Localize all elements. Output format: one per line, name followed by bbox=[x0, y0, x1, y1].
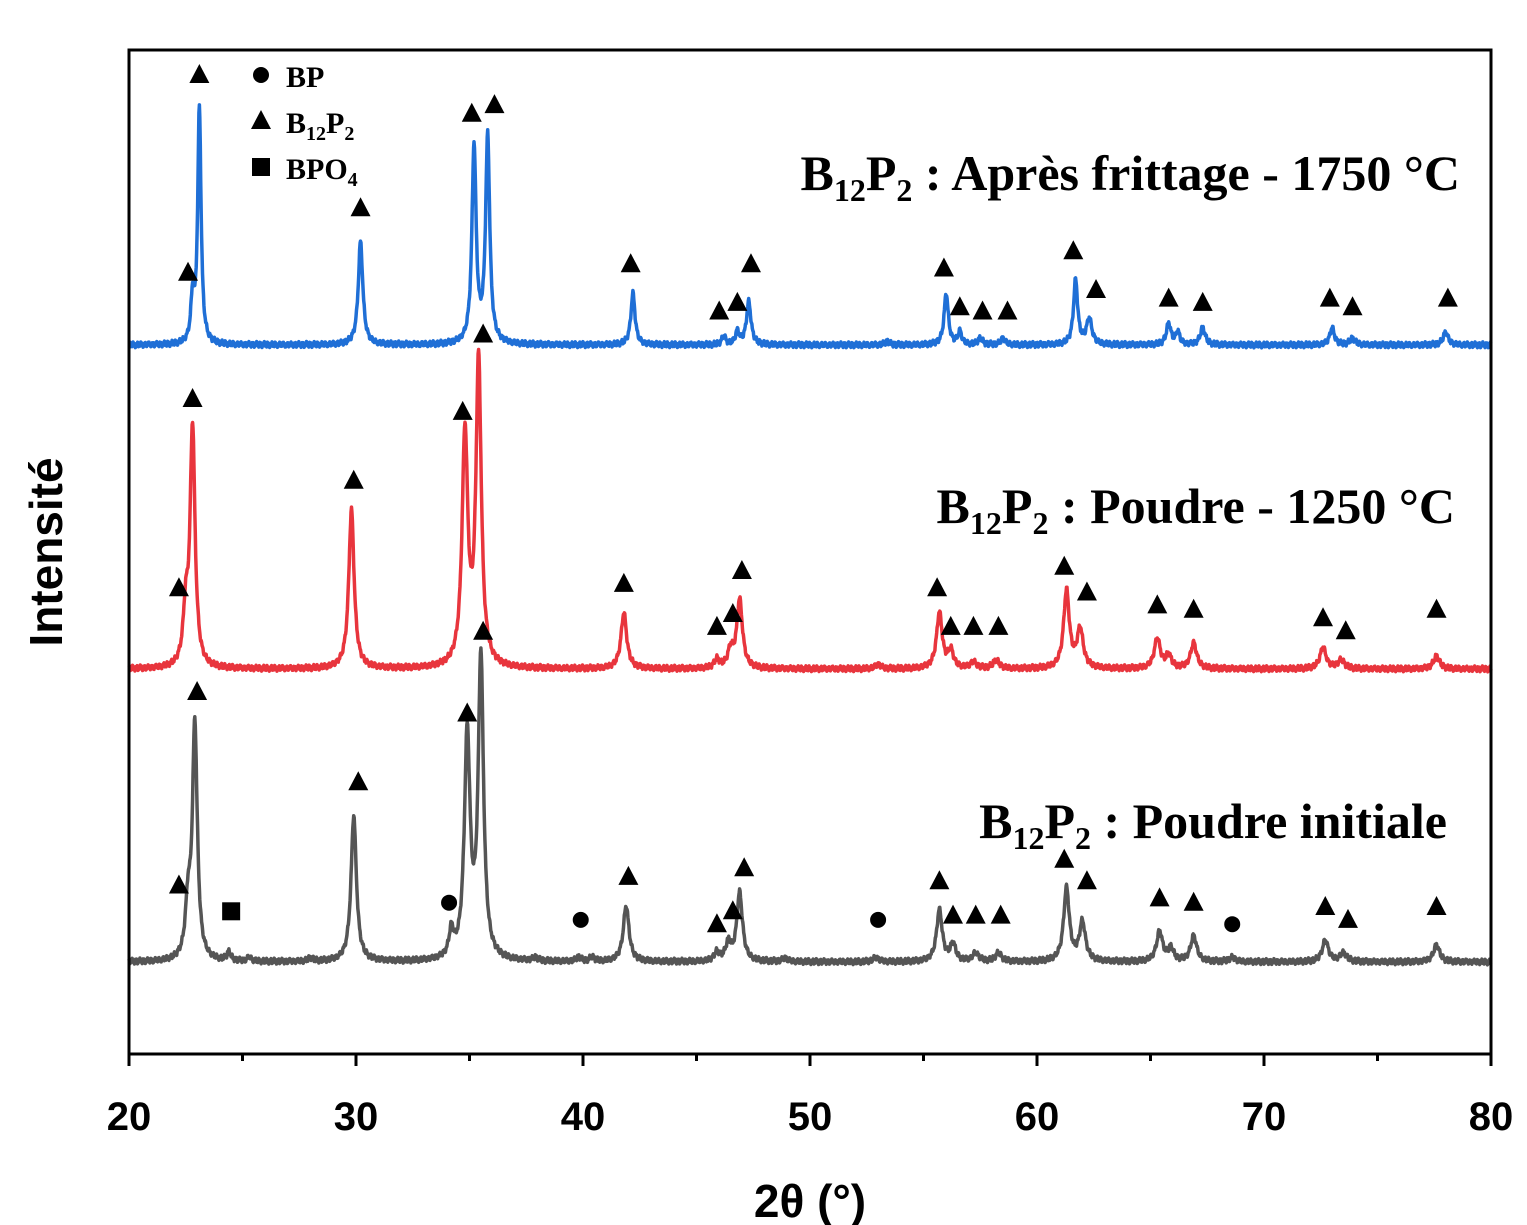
phase-marker-triangle-s1 bbox=[740, 253, 761, 273]
phase-marker-triangle-s1 bbox=[484, 94, 505, 114]
marker-layer bbox=[168, 64, 1458, 933]
x-tick-label: 40 bbox=[561, 1095, 606, 1139]
phase-marker-triangle-s3 bbox=[1054, 848, 1075, 868]
series-labels: B12P2 : Après frittage - 1750 °C B12P2 : … bbox=[800, 145, 1460, 856]
phase-marker-triangle-s3 bbox=[706, 913, 727, 933]
x-axis-title: 2θ (°) bbox=[754, 1175, 866, 1225]
phase-marker-triangle-s3 bbox=[348, 771, 369, 791]
phase-marker-triangle-s1 bbox=[972, 300, 993, 320]
phase-marker-triangle-s2 bbox=[452, 400, 473, 420]
x-tick-label: 80 bbox=[1469, 1095, 1514, 1139]
legend-label: BPO4 bbox=[286, 153, 358, 191]
x-tick-label: 60 bbox=[1015, 1095, 1060, 1139]
phase-marker-triangle-s2 bbox=[473, 323, 494, 343]
phase-marker-circle-s3 bbox=[1224, 916, 1241, 933]
phase-marker-triangle-s1 bbox=[1086, 279, 1107, 298]
phase-marker-triangle-s1 bbox=[1342, 296, 1363, 316]
phase-marker-triangle-s2 bbox=[706, 615, 727, 635]
phase-marker-triangle-s1 bbox=[620, 253, 641, 273]
phase-marker-square-s3 bbox=[222, 902, 241, 921]
series-label-2: B12P2 : Poudre - 1250 °C bbox=[937, 478, 1455, 541]
series-label-3: B12P2 : Poudre initiale bbox=[979, 793, 1447, 856]
x-tick-label: 30 bbox=[334, 1095, 379, 1139]
phase-marker-triangle-s3 bbox=[1076, 870, 1097, 890]
phase-marker-triangle-s1 bbox=[461, 102, 482, 122]
legend-square-icon bbox=[252, 158, 270, 176]
legend-circle-icon bbox=[253, 67, 269, 83]
y-axis-title: Intensité bbox=[20, 457, 72, 646]
legend-entry-triangle: B12P2 bbox=[251, 107, 354, 145]
phase-marker-triangle-s1 bbox=[709, 300, 730, 320]
legend-triangle-icon bbox=[251, 110, 271, 129]
phase-marker-triangle-s1 bbox=[1063, 240, 1084, 260]
phase-marker-triangle-s2 bbox=[168, 577, 189, 597]
phase-marker-triangle-s1 bbox=[997, 300, 1018, 320]
phase-marker-triangle-s2 bbox=[1313, 607, 1334, 627]
phase-marker-triangle-s1 bbox=[1437, 287, 1458, 307]
phase-marker-triangle-s2 bbox=[1183, 598, 1204, 618]
phase-marker-triangle-s1 bbox=[1158, 287, 1179, 307]
phase-marker-triangle-s2 bbox=[1147, 594, 1168, 614]
phase-marker-triangle-s2 bbox=[613, 572, 634, 592]
series-label-1: B12P2 : Après frittage - 1750 °C bbox=[800, 145, 1460, 208]
phase-marker-triangle-s2 bbox=[1335, 620, 1356, 640]
phase-marker-triangle-s2 bbox=[731, 560, 752, 579]
phase-marker-triangle-s1 bbox=[949, 296, 970, 316]
phase-marker-triangle-s2 bbox=[182, 388, 203, 407]
phase-marker-triangle-s2 bbox=[927, 577, 948, 597]
x-tick-label: 20 bbox=[107, 1095, 152, 1139]
series-layer bbox=[127, 103, 1493, 967]
phase-marker-triangle-s2 bbox=[940, 615, 961, 635]
phase-marker-triangle-s2 bbox=[1054, 555, 1075, 575]
phase-marker-triangle-s3 bbox=[990, 904, 1011, 924]
phase-marker-triangle-s3 bbox=[1426, 896, 1447, 915]
phase-marker-triangle-s1 bbox=[189, 64, 210, 83]
phase-marker-triangle-s3 bbox=[168, 874, 189, 894]
phase-marker-triangle-s1 bbox=[933, 257, 954, 277]
phase-marker-circle-s3 bbox=[870, 911, 887, 928]
phase-marker-triangle-s3 bbox=[1315, 896, 1336, 915]
phase-marker-triangle-s3 bbox=[734, 857, 755, 877]
phase-marker-circle-s3 bbox=[572, 911, 589, 928]
phase-marker-triangle-s2 bbox=[1076, 581, 1097, 601]
phase-marker-triangle-s3 bbox=[722, 900, 743, 920]
phase-marker-triangle-s3 bbox=[1149, 887, 1170, 907]
phase-marker-triangle-s3 bbox=[187, 681, 208, 700]
phase-marker-triangle-s2 bbox=[343, 469, 364, 489]
phase-marker-triangle-s1 bbox=[1192, 291, 1213, 311]
phase-marker-triangle-s1 bbox=[350, 197, 371, 217]
phase-marker-triangle-s3 bbox=[1183, 891, 1204, 911]
legend-entry-circle: BP bbox=[253, 61, 324, 94]
legend-entry-square: BPO4 bbox=[252, 153, 358, 191]
phase-marker-triangle-s2 bbox=[1426, 598, 1447, 618]
series-line-1 bbox=[127, 103, 1493, 350]
series-line-3 bbox=[127, 646, 1493, 967]
phase-marker-triangle-s1 bbox=[1319, 287, 1340, 307]
x-tick-label: 50 bbox=[788, 1095, 833, 1139]
phase-marker-triangle-s3 bbox=[943, 904, 964, 924]
series-line-2 bbox=[127, 347, 1493, 674]
phase-marker-triangle-s1 bbox=[178, 261, 199, 281]
phase-marker-triangle-s3 bbox=[929, 870, 950, 890]
phase-marker-triangle-s3 bbox=[1337, 908, 1358, 928]
phase-marker-circle-s3 bbox=[441, 894, 458, 911]
phase-marker-triangle-s3 bbox=[618, 865, 639, 885]
legend-label: B12P2 bbox=[286, 107, 354, 145]
phase-marker-triangle-s3 bbox=[965, 904, 986, 924]
phase-marker-triangle-s2 bbox=[722, 603, 743, 622]
legend-label: BP bbox=[286, 61, 324, 94]
tick-layer: 20 30 40 50 60 70 80 bbox=[107, 1054, 1514, 1139]
phase-marker-triangle-s2 bbox=[963, 615, 984, 635]
phase-marker-triangle-s3 bbox=[457, 702, 478, 722]
legend: BP B12P2 BPO4 bbox=[251, 61, 358, 191]
phase-marker-triangle-s3 bbox=[473, 620, 494, 640]
phase-marker-triangle-s1 bbox=[727, 291, 748, 311]
phase-marker-triangle-s2 bbox=[988, 615, 1009, 635]
x-tick-label: 70 bbox=[1242, 1095, 1287, 1139]
